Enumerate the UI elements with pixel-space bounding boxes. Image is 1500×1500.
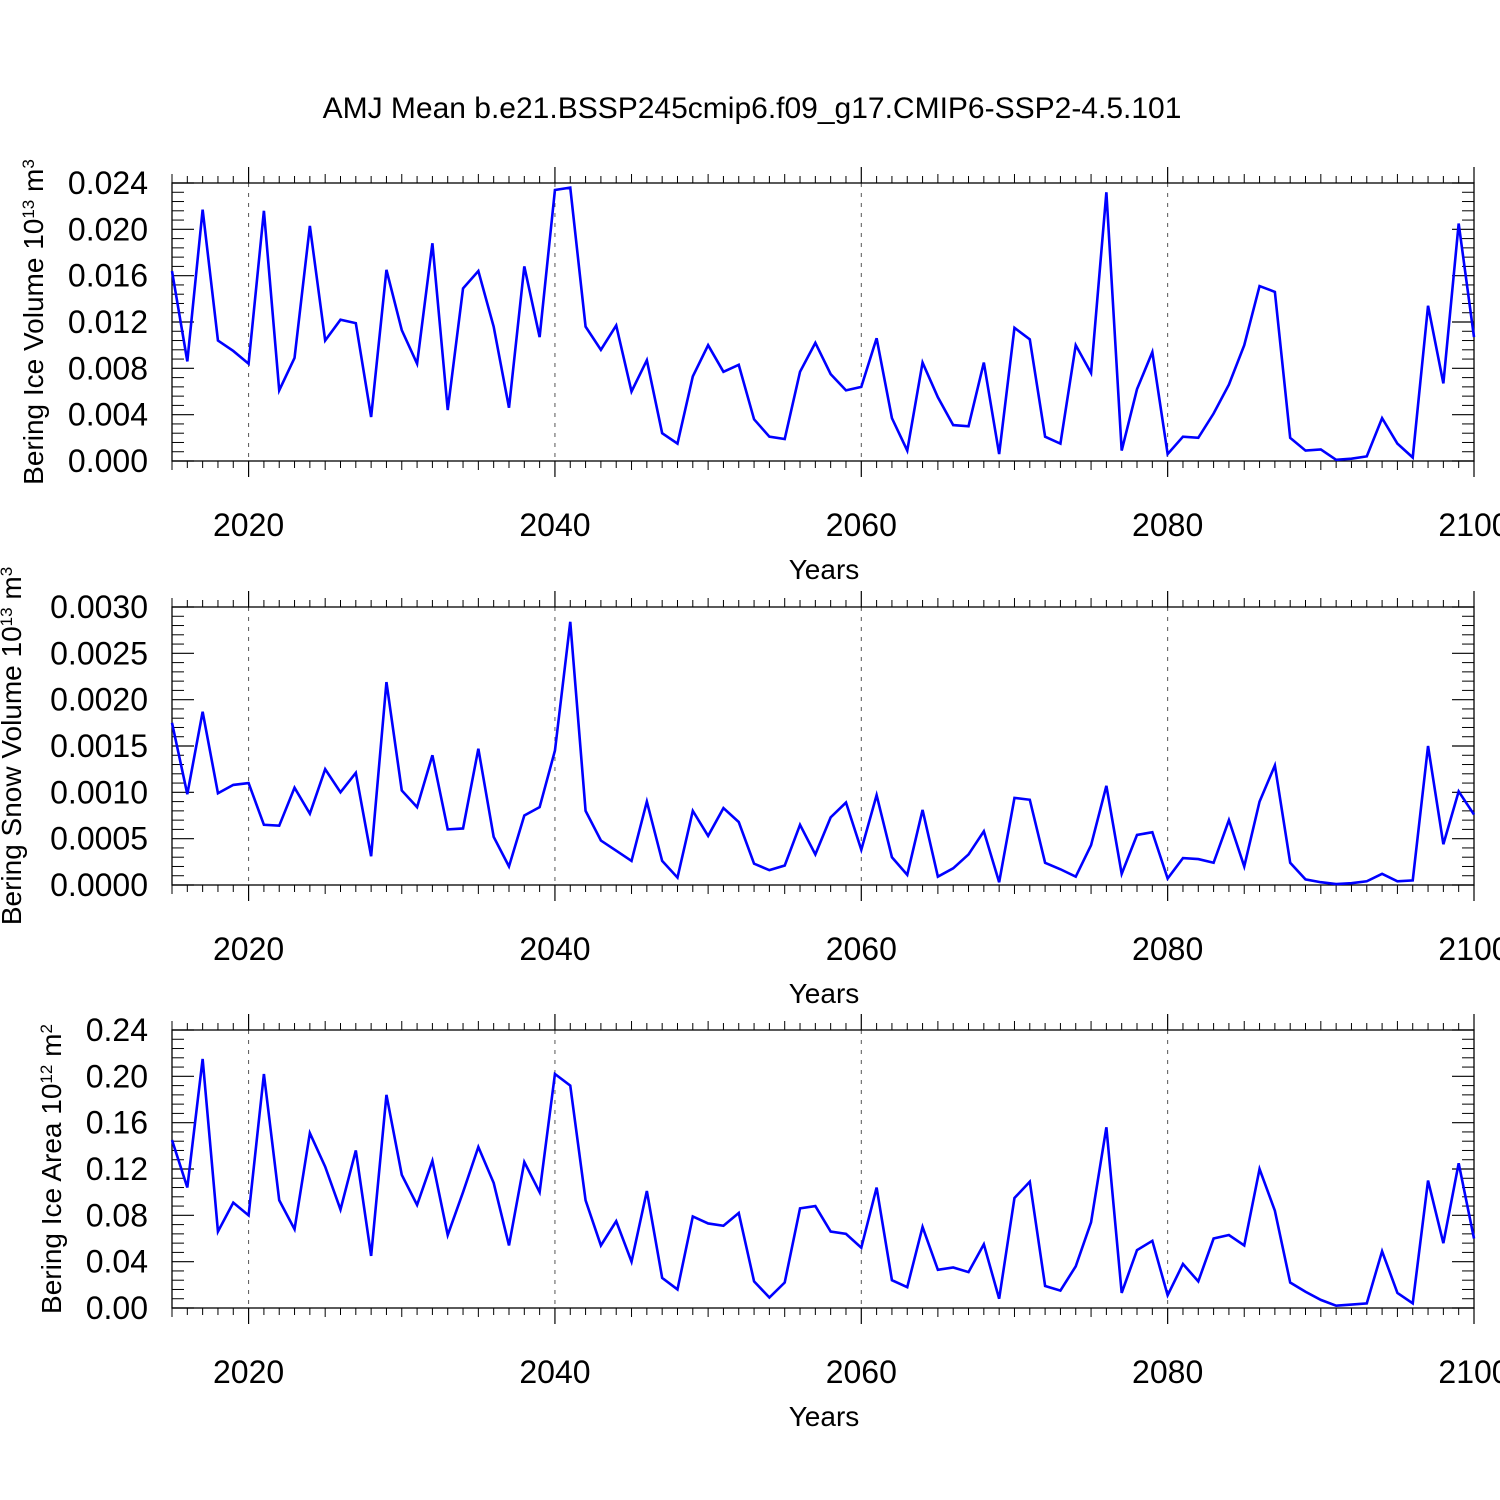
y-tick-label: 0.0030 [50, 589, 148, 625]
y-tick-label: 0.024 [68, 165, 148, 201]
y-tick-label: 0.0000 [50, 867, 148, 903]
y-tick-label: 0.00 [86, 1290, 148, 1326]
y-tick-label: 0.08 [86, 1197, 148, 1233]
series-line [170, 1058, 1476, 1307]
y-tick-label: 0.12 [86, 1151, 148, 1187]
x-tick-label: 2060 [826, 507, 897, 543]
y-tick-label: 0.012 [68, 304, 148, 340]
x-tick-label: 2080 [1132, 1354, 1203, 1390]
y-axis-label: Bering Ice Volume 1013 m3 [18, 159, 49, 485]
x-tick-label: 2040 [519, 931, 590, 967]
y-tick-label: 0.24 [86, 1012, 148, 1048]
y-tick-label: 0.0010 [50, 774, 148, 810]
x-tick-label: 2020 [213, 1354, 284, 1390]
y-tick-label: 0.0020 [50, 682, 148, 718]
x-tick-label: 2080 [1132, 507, 1203, 543]
x-axis-label: Years [789, 1401, 860, 1432]
x-axis-label: Years [789, 978, 860, 1009]
x-tick-label: 2020 [213, 507, 284, 543]
y-axis-label: Bering Ice Area 1012 m2 [36, 1024, 67, 1314]
y-tick-label: 0.16 [86, 1105, 148, 1141]
y-tick-label: 0.004 [68, 397, 148, 433]
plot-frame [171, 606, 1475, 886]
x-tick-label: 2040 [519, 507, 590, 543]
x-tick-label: 2040 [519, 1354, 590, 1390]
series-line [170, 186, 1476, 462]
y-tick-label: 0.0015 [50, 728, 148, 764]
x-tick-label: 2080 [1132, 931, 1203, 967]
figure-title: AMJ Mean b.e21.BSSP245cmip6.f09_g17.CMIP… [323, 92, 1182, 125]
y-tick-label: 0.04 [86, 1244, 148, 1280]
y-axis-label: Bering Snow Volume 1013 m3 [0, 567, 27, 925]
y-tick-label: 0.008 [68, 350, 148, 386]
y-tick-label: 0.016 [68, 258, 148, 294]
y-tick-label: 0.000 [68, 443, 148, 479]
plot-frame [171, 1029, 1475, 1309]
y-tick-label: 0.020 [68, 211, 148, 247]
x-tick-label: 2020 [213, 931, 284, 967]
y-tick-label: 0.0025 [50, 635, 148, 671]
x-tick-label: 2060 [826, 931, 897, 967]
y-tick-label: 0.20 [86, 1058, 148, 1094]
x-axis-label: Years [789, 554, 860, 585]
series-line [170, 621, 1476, 886]
x-tick-label: 2060 [826, 1354, 897, 1390]
y-tick-label: 0.0005 [50, 821, 148, 857]
